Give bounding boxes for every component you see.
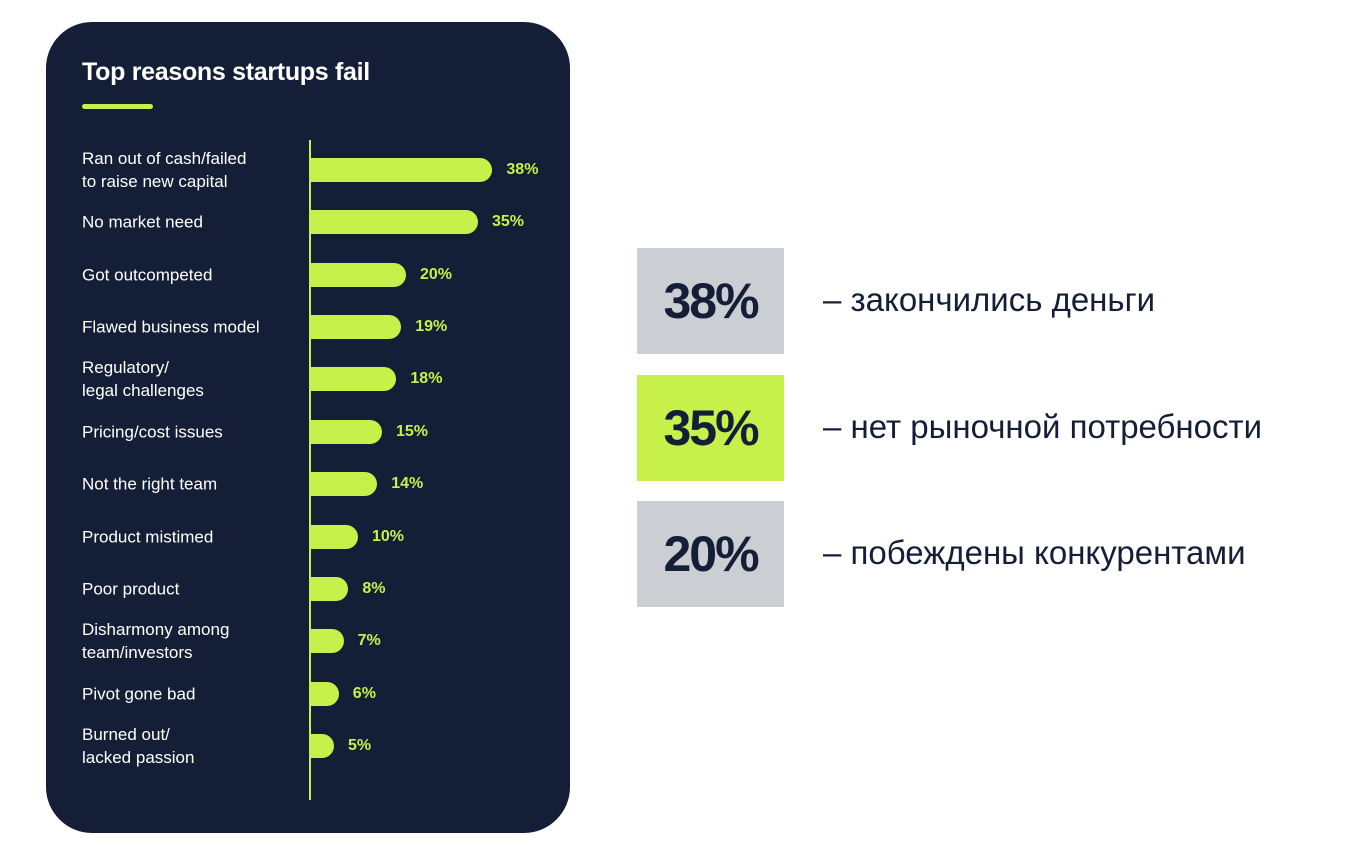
category-label: No market need: [82, 212, 203, 232]
bar: [310, 210, 478, 235]
bar: [310, 472, 378, 497]
bar: [310, 681, 339, 706]
chart-title: Top reasons startups fail: [82, 58, 370, 86]
highlight-percent-box: 20%: [637, 501, 784, 607]
value-label: 38%: [506, 161, 539, 178]
value-label: 35%: [492, 213, 525, 231]
value-label: 14%: [391, 475, 424, 493]
category-label: Ran out of cash/failed to raise new capit…: [82, 149, 247, 191]
value-label: 19%: [415, 318, 448, 336]
value-label: 5%: [348, 736, 372, 754]
category-label: Flawed business model: [82, 317, 260, 337]
category-label: Pricing/cost issues: [82, 422, 223, 442]
bar: [310, 315, 402, 340]
y-axis-line: [309, 140, 311, 800]
value-label: 6%: [352, 684, 376, 702]
category-label: Regulatory/legal challenges: [82, 358, 204, 401]
category-label: Disharmony among team/investors: [82, 620, 230, 663]
highlight-description: – побеждены конкурентами: [823, 534, 1246, 571]
bar: [310, 262, 406, 287]
highlight-percent-box: 35%: [637, 374, 784, 481]
category-label: Poor product: [82, 579, 180, 599]
value-label: 7%: [357, 632, 381, 650]
value-label: 20%: [420, 265, 453, 283]
chart-card: [46, 22, 570, 833]
title-underline: [82, 104, 153, 109]
highlight-description: – закончились деньги: [823, 281, 1156, 318]
bar: [310, 158, 493, 182]
highlight-percent-box: 38%: [637, 248, 784, 354]
category-label: Got outcompeted: [82, 265, 213, 285]
value-label: 10%: [372, 527, 405, 545]
category-label: Product mistimed: [82, 527, 214, 547]
value-label: 8%: [362, 579, 386, 597]
bar: [310, 576, 349, 601]
value-label: 18%: [410, 370, 443, 388]
category-label: Burned out/lacked passion: [82, 724, 195, 767]
bar: [310, 367, 397, 392]
category-label: Pivot gone bad: [82, 684, 196, 704]
bar: [310, 629, 344, 654]
highlight-description: – нет рыночной потребности: [823, 407, 1263, 445]
bar: [310, 524, 358, 549]
value-label: 15%: [396, 422, 429, 440]
category-label: Not the right team: [82, 474, 218, 494]
bar: [310, 733, 334, 758]
bar: [310, 419, 382, 444]
